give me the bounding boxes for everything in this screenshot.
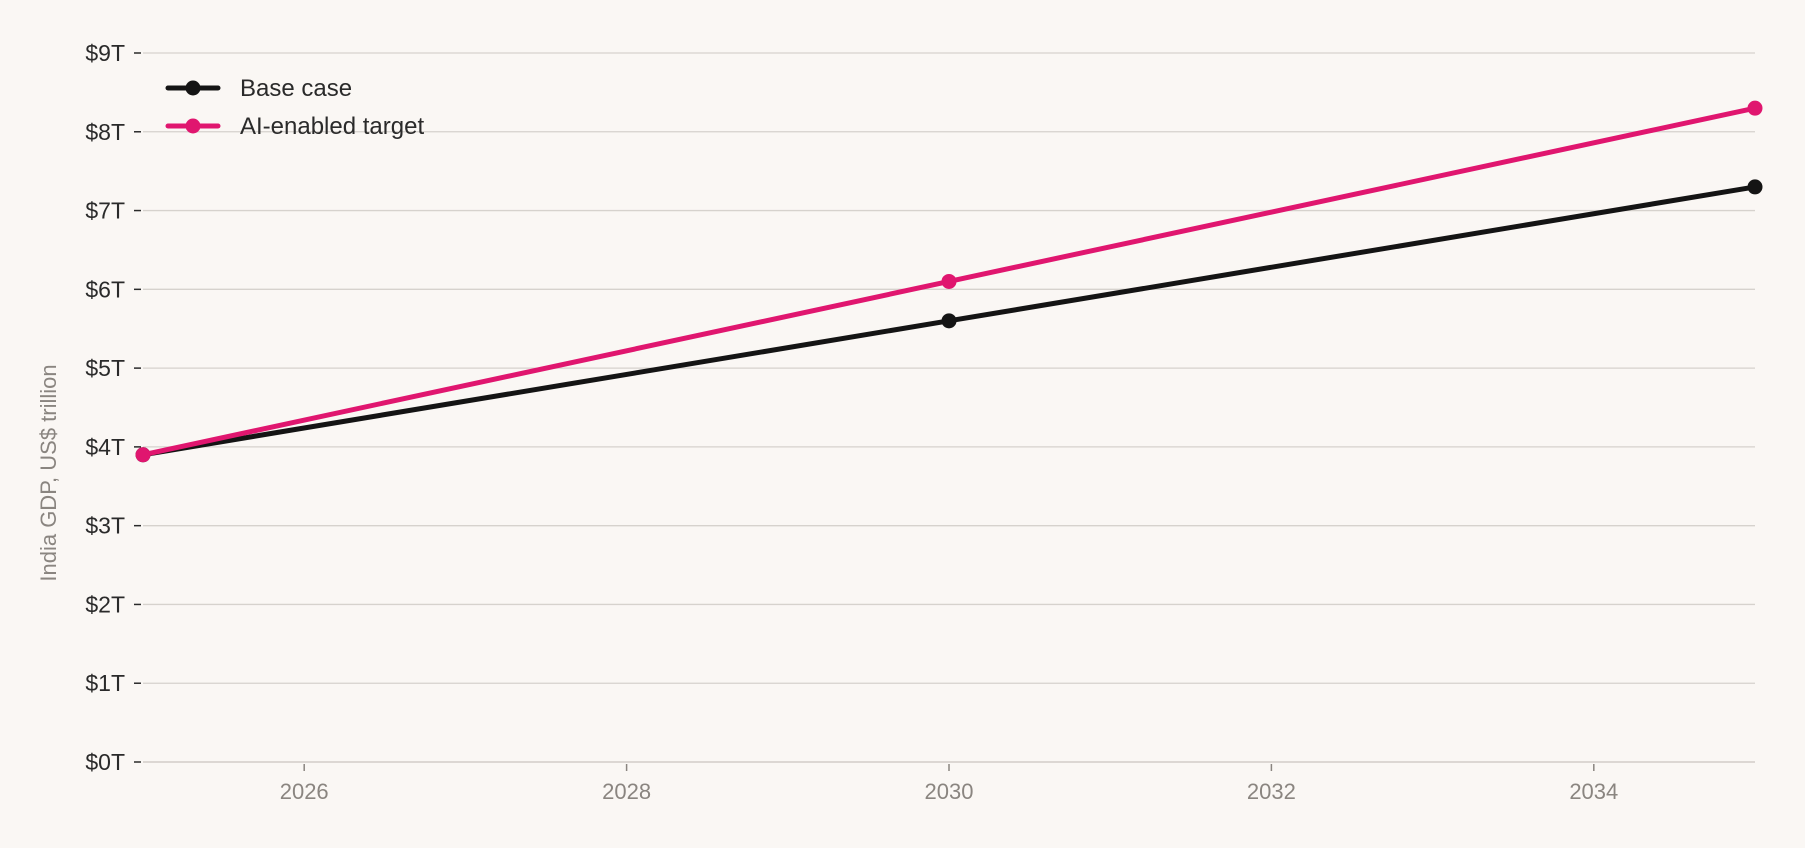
data-point-1: [941, 273, 957, 289]
y-tick-label: $6T: [85, 276, 125, 302]
legend-label-0: Base case: [240, 75, 352, 102]
y-tick-label: $3T: [85, 513, 125, 539]
y-tick-label: $7T: [85, 198, 125, 224]
legend: Base case AI-enabled target: [165, 75, 424, 140]
x-tick-label: 2032: [1247, 779, 1296, 804]
y-tick-label: $2T: [85, 591, 125, 617]
x-tick-label: 2026: [280, 779, 329, 804]
data-point-1: [135, 447, 151, 463]
y-tick-label: $8T: [85, 119, 125, 145]
data-point-0: [1747, 179, 1763, 195]
y-tick-label: $5T: [85, 355, 125, 381]
axes: $0T $1T $2T $3T $4T $5T $6T $7T $8T $9T 2026 2028 20…: [85, 40, 1618, 804]
series: [135, 100, 1763, 463]
x-tick-label: 2028: [602, 779, 651, 804]
y-axis-title: India GDP, US$ trillion: [36, 364, 61, 581]
data-point-0: [941, 313, 957, 329]
data-point-1: [1747, 100, 1763, 116]
legend-marker-1: [185, 118, 201, 134]
x-tick-label: 2030: [925, 779, 974, 804]
y-tick-label: $4T: [85, 434, 125, 460]
y-tick-label: $9T: [85, 40, 125, 66]
y-tick-label: $0T: [85, 749, 125, 775]
y-tick-label: $1T: [85, 670, 125, 696]
legend-marker-0: [185, 80, 201, 96]
gridlines: [143, 52, 1755, 763]
legend-label-1: AI-enabled target: [240, 113, 424, 140]
x-tick-label: 2034: [1569, 779, 1618, 804]
